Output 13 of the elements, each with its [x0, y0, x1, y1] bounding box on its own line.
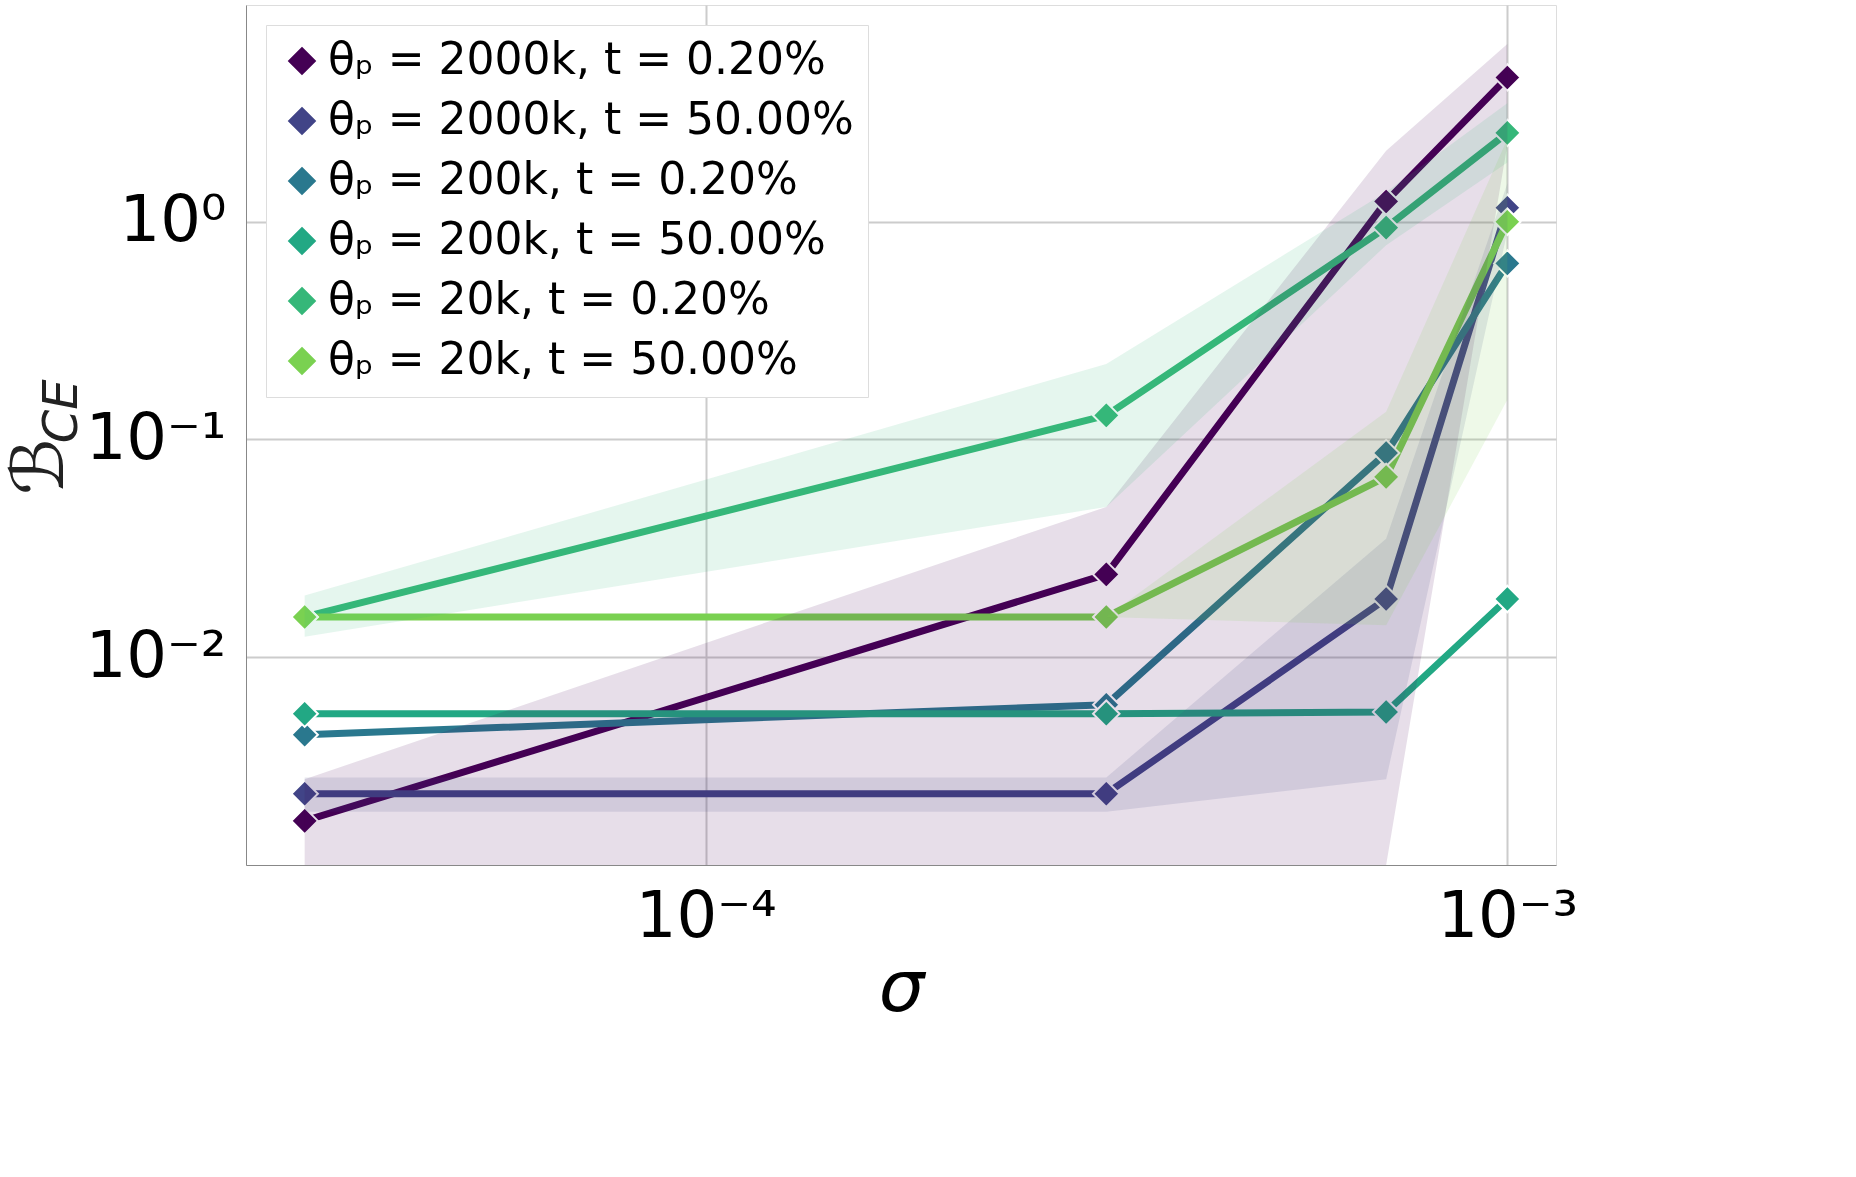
legend-label: θₚ = 200k, t = 0.20% [328, 153, 798, 204]
y-tick-label: 10⁰ [119, 182, 227, 257]
x-tick-label: 10⁻⁴ [635, 877, 777, 952]
legend-label: θₚ = 2000k, t = 50.00% [328, 93, 854, 144]
legend-label: θₚ = 2000k, t = 0.20% [328, 33, 826, 84]
legend-label: θₚ = 20k, t = 50.00% [328, 333, 798, 384]
legend-label: θₚ = 20k, t = 0.20% [328, 273, 770, 324]
x-tick-label: 10⁻³ [1437, 877, 1579, 952]
y-axis-title: ℬCE [0, 378, 88, 495]
x-axis-title: σ [878, 943, 927, 1028]
y-tick-label: 10⁻¹ [85, 399, 227, 474]
y-tick-label: 10⁻² [85, 617, 227, 692]
legend-label: θₚ = 200k, t = 50.00% [328, 213, 826, 264]
